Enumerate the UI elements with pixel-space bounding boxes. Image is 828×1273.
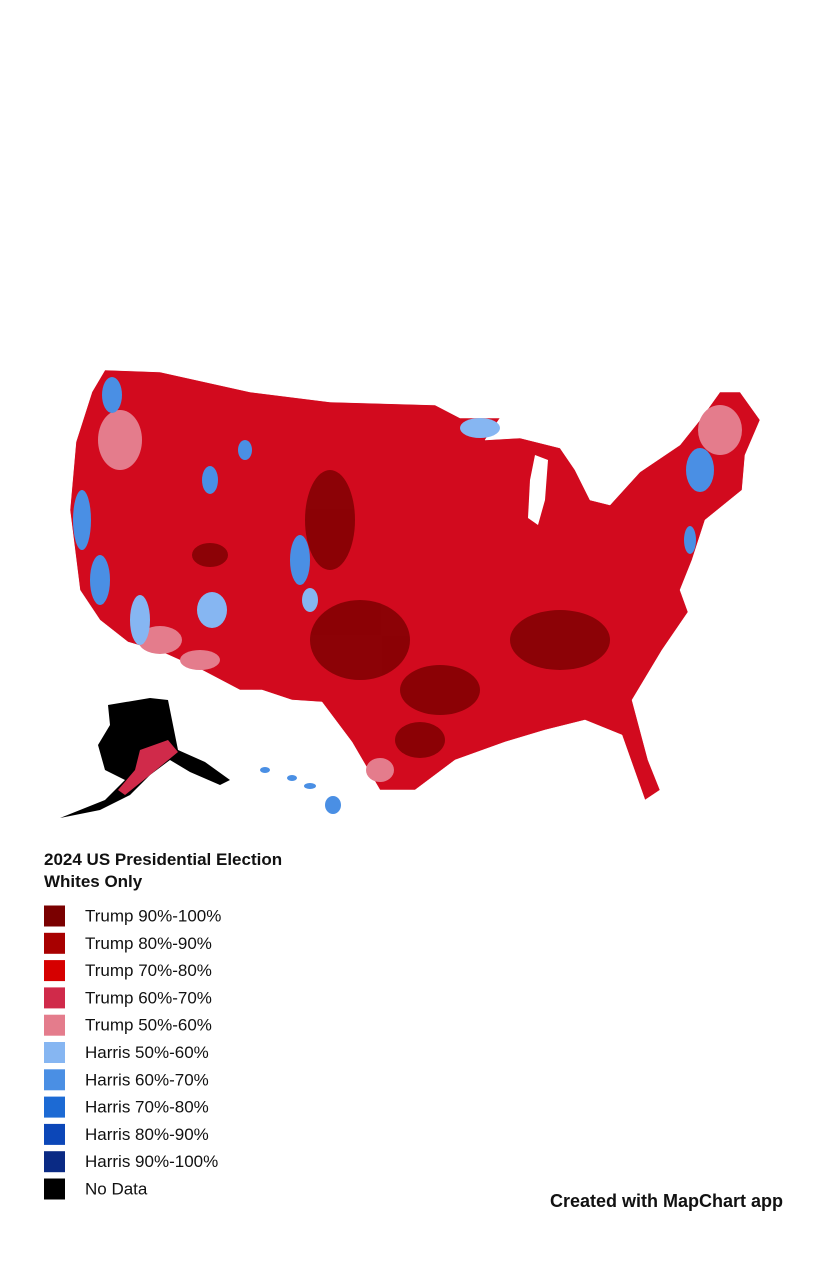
alaska-red [118,740,178,795]
legend-label: Harris 90%-100% [85,1152,218,1171]
hawaii [260,767,341,814]
legend-swatch [44,1096,65,1118]
legend-swatch [44,1069,65,1091]
legend-swatch [44,1123,65,1145]
legend-swatch [44,1042,65,1063]
legend-label: Trump 80%-90% [85,934,212,953]
legend-label: No Data [85,1179,148,1198]
legend-label: Harris 60%-70% [85,1070,209,1089]
legend-label: Harris 50%-60% [85,1043,209,1062]
blue-region [73,377,714,605]
legend-title: Whites Only [44,872,143,891]
legend-swatch [44,987,65,1009]
legend: 2024 US Presidential Election Whites Onl… [44,850,282,1200]
legend-label: Trump 70%-80% [85,961,212,980]
legend-swatch [44,1178,65,1200]
credit: Created with MapChart app [550,1191,783,1211]
map [60,369,761,818]
light-blue-region [130,418,500,645]
legend-swatch [44,905,65,927]
legend-label: Harris 80%-90% [85,1125,209,1144]
legend-label: Harris 70%-80% [85,1098,209,1117]
legend-label: Trump 50%-60% [85,1016,212,1035]
legend-swatch [44,1151,65,1173]
contiguous-us [69,369,761,801]
pink-region [98,405,742,782]
great-lake-michigan [528,455,548,525]
legend-swatch [44,1014,65,1036]
legend-swatch [44,960,65,982]
dark-red-region [192,470,610,758]
legend-label: Trump 60%-70% [85,988,212,1007]
legend-title: 2024 US Presidential Election [44,850,282,869]
legend-swatch [44,932,65,954]
legend-label: Trump 90%-100% [85,906,221,925]
